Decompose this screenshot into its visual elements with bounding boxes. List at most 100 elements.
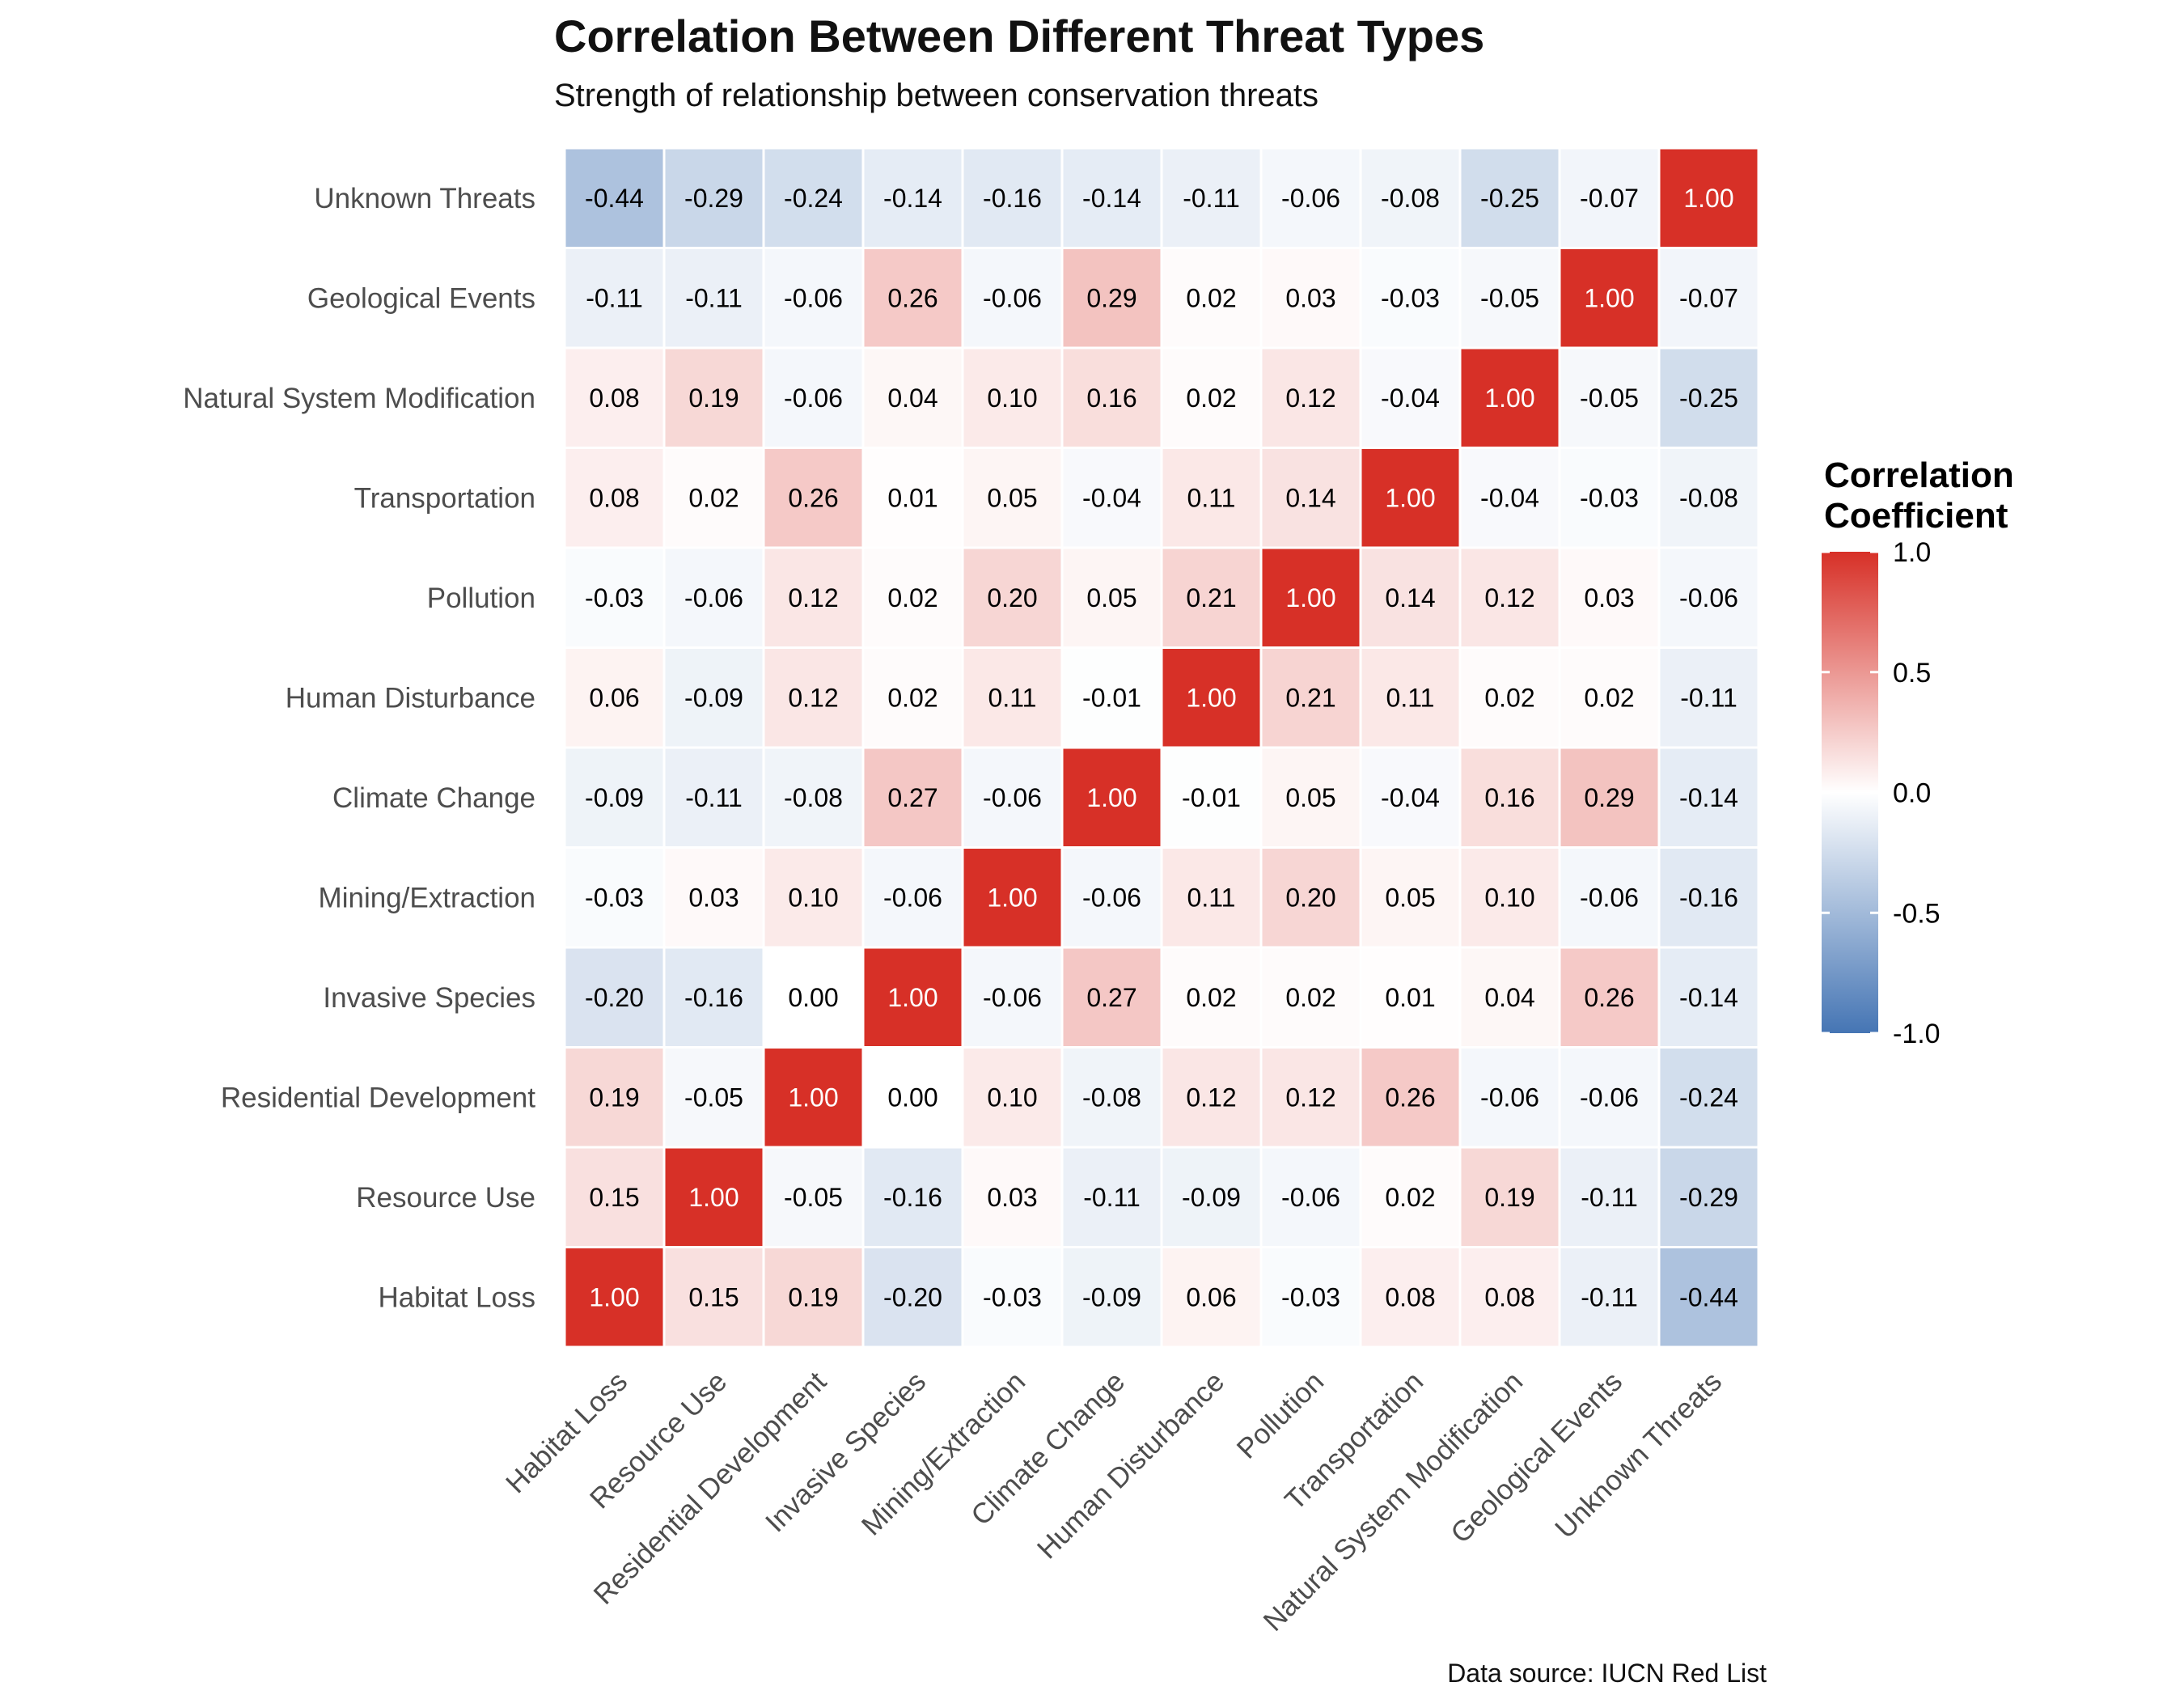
cell-value-label: 0.14	[1285, 483, 1335, 512]
cell-value-label: 0.12	[1285, 383, 1335, 413]
cell-value-label: 0.19	[1484, 1183, 1534, 1212]
heatmap-cell	[1458, 1046, 1561, 1149]
y-tick-label: Residential Development	[221, 1082, 535, 1113]
cell-value-label: 0.02	[1285, 983, 1335, 1012]
legend-tick-label: 0.5	[1893, 658, 1931, 688]
heatmap-cell	[861, 247, 964, 350]
legend-tick-label: -1.0	[1893, 1019, 1941, 1049]
cell-value-label: -0.44	[1679, 1282, 1738, 1311]
cell-value-label: -0.09	[684, 683, 743, 712]
cell-value-label: -0.03	[1381, 283, 1440, 312]
cell-value-label: -0.11	[1183, 184, 1240, 213]
cell-value-label: -0.14	[883, 184, 942, 213]
heatmap-cell	[1359, 1146, 1462, 1248]
cell-value-label: 0.16	[1484, 783, 1534, 812]
heatmap-cell	[1060, 846, 1163, 949]
cell-value-label: 0.12	[1285, 1083, 1335, 1112]
heatmap-cell	[961, 846, 1064, 949]
heatmap-cell	[1359, 247, 1462, 350]
cell-value-label: 0.03	[1584, 583, 1634, 612]
cell-value-label: -0.20	[585, 983, 644, 1012]
cell-value-label: 0.10	[987, 383, 1037, 413]
cell-value-label: -0.06	[684, 583, 743, 612]
cell-value-label: 0.00	[887, 1083, 938, 1112]
cell-value-label: -0.05	[784, 1183, 843, 1212]
cell-value-label: -0.06	[1580, 883, 1639, 912]
cell-value-label: -0.05	[684, 1083, 743, 1112]
heatmap-cell	[1060, 346, 1163, 449]
cell-value-label: 0.02	[1186, 383, 1236, 413]
heatmap-cell	[762, 746, 865, 849]
cell-value-label: -0.06	[784, 383, 843, 413]
cell-value-label: 0.19	[788, 1282, 838, 1311]
cell-value-label: -0.06	[1281, 1183, 1340, 1212]
heatmap-cell	[1259, 546, 1362, 649]
cell-value-label: 0.11	[1187, 483, 1236, 512]
heatmap-cell	[1259, 146, 1362, 249]
cell-value-label: 0.02	[1186, 983, 1236, 1012]
cell-value-label: 0.16	[1086, 383, 1136, 413]
cell-value-label: 0.26	[1385, 1083, 1435, 1112]
cell-value-label: -0.05	[1480, 283, 1539, 312]
cell-value-label: -0.24	[1679, 1083, 1738, 1112]
heatmap-cell	[961, 746, 1064, 849]
heatmap-cell	[1160, 1246, 1263, 1349]
y-tick-label: Mining/Extraction	[319, 882, 535, 913]
cell-value-label: -0.11	[685, 783, 743, 812]
heatmap-cell	[1458, 946, 1561, 1049]
cell-value-label: -0.06	[983, 783, 1042, 812]
cell-value-label: 0.10	[1484, 883, 1534, 912]
chart-subtitle: Strength of relationship between conserv…	[554, 78, 1319, 113]
heatmap-cell	[1259, 646, 1362, 749]
cell-value-label: 0.03	[688, 883, 739, 912]
x-tick-label: Mining/Extraction	[856, 1366, 1031, 1541]
heatmap-cells: 1.00 0.15 0.19 -0.20 -0.03 -0.09 0.06 -0.03 0.08…	[563, 146, 1760, 1349]
data-source-caption: Data source: IUCN Red List	[1447, 1659, 1767, 1688]
heatmap-cell	[1458, 846, 1561, 949]
heatmap-cell	[662, 1146, 765, 1248]
cell-value-label: 0.26	[887, 283, 938, 312]
heatmap-cell	[1160, 546, 1263, 649]
cell-value-label: 0.06	[1186, 1282, 1236, 1311]
cell-value-label: 1.00	[1285, 583, 1335, 612]
cell-value-label: -0.06	[1580, 1083, 1639, 1112]
cell-value-label: 0.04	[887, 383, 938, 413]
cell-value-label: -0.03	[585, 583, 644, 612]
cell-value-label: -0.24	[784, 184, 843, 213]
cell-value-label: -0.11	[586, 283, 643, 312]
cell-value-label: -0.05	[1580, 383, 1639, 413]
cell-value-label: -0.16	[883, 1183, 942, 1212]
cell-value-label: 0.08	[589, 483, 639, 512]
heatmap-cell	[1558, 1246, 1661, 1349]
cell-value-label: 0.02	[1584, 683, 1634, 712]
cell-value-label: -0.03	[1580, 483, 1639, 512]
heatmap-cell	[1359, 346, 1462, 449]
cell-value-label: 1.00	[1683, 184, 1733, 213]
heatmap-cell	[1558, 1046, 1661, 1149]
heatmap-cell	[1359, 146, 1462, 249]
cell-value-label: 0.02	[887, 583, 938, 612]
cell-value-label: -0.16	[684, 983, 743, 1012]
heatmap-cell	[1558, 746, 1661, 849]
heatmap-cell	[1657, 546, 1760, 649]
cell-value-label: -0.20	[883, 1282, 942, 1311]
cell-value-label: -0.06	[1082, 883, 1141, 912]
heatmap-cell	[1359, 1246, 1462, 1349]
cell-value-label: -0.25	[1679, 383, 1738, 413]
heatmap-cell	[961, 447, 1064, 549]
heatmap-cell	[1458, 646, 1561, 749]
heatmap-cell	[563, 346, 666, 449]
cell-value-label: -0.07	[1580, 184, 1639, 213]
cell-value-label: 0.20	[1285, 883, 1335, 912]
y-tick-label: Transportation	[354, 482, 535, 514]
cell-value-label: -0.06	[983, 983, 1042, 1012]
cell-value-label: 0.01	[887, 483, 938, 512]
heatmap-cell	[1558, 447, 1661, 549]
cell-value-label: 0.21	[1285, 683, 1335, 712]
cell-value-label: -0.03	[1281, 1282, 1340, 1311]
cell-value-label: -0.29	[1679, 1183, 1738, 1212]
cell-value-label: -0.04	[1381, 383, 1440, 413]
heatmap-cell	[1657, 846, 1760, 949]
cell-value-label: 0.27	[1086, 983, 1136, 1012]
